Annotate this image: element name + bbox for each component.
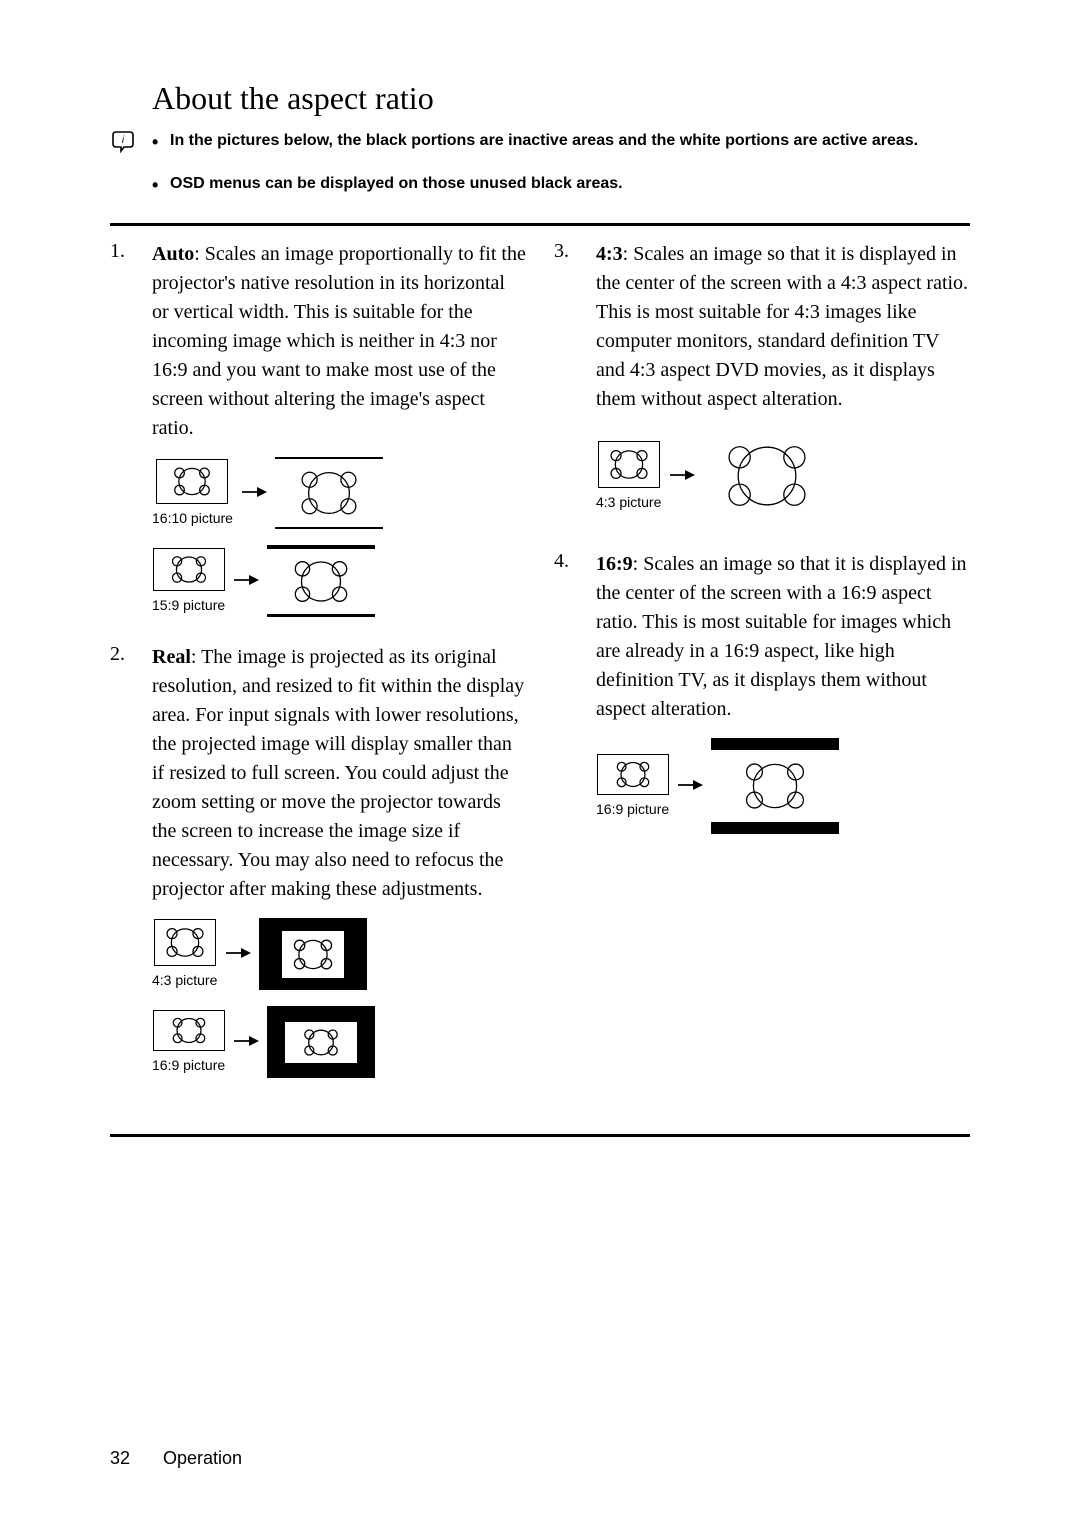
diagram-caption: 16:9 picture — [152, 1055, 225, 1075]
note-block: i In the pictures below, the black porti… — [110, 129, 970, 215]
rule — [110, 1134, 970, 1137]
entry-text: : Scales an image so that it is displaye… — [596, 553, 967, 720]
content-columns: 1. Auto: Scales an image proportionally … — [110, 240, 970, 1104]
diagram-source-wrap: 15:9 picture — [152, 548, 225, 615]
diagram-source-wrap: 16:9 picture — [152, 1010, 225, 1075]
note-item: In the pictures below, the black portion… — [148, 129, 918, 152]
diagram-source-wrap: 4:3 picture — [152, 919, 217, 990]
diagram-caption: 4:3 picture — [596, 492, 661, 512]
entry-body: Auto: Scales an image proportionally to … — [152, 240, 526, 617]
arrow-icon — [677, 772, 703, 801]
diagram-source — [154, 919, 216, 966]
entry-label: Auto — [152, 243, 194, 265]
diagram-source — [156, 459, 228, 504]
diagram-row: 16:9 picture — [596, 738, 970, 834]
arrow-icon — [669, 462, 695, 491]
entry-number: 4. — [554, 550, 578, 834]
list-entry: 4. 16:9: Scales an image so that it is d… — [554, 550, 970, 834]
page-footer: 32 Operation — [110, 1448, 242, 1469]
diagram-projection — [267, 1006, 375, 1078]
list-entry: 3. 4:3: Scales an image so that it is di… — [554, 240, 970, 524]
diagram-projection — [267, 545, 375, 617]
entry-body: Real: The image is projected as its orig… — [152, 643, 526, 1078]
arrow-icon — [241, 479, 267, 508]
diagram-source — [153, 1010, 225, 1051]
diagram-projection — [711, 738, 839, 834]
entry-text: : Scales an image proportionally to fit … — [152, 243, 526, 439]
diagram-projection — [275, 457, 383, 529]
right-column: 3. 4:3: Scales an image so that it is di… — [554, 240, 970, 1104]
arrow-icon — [225, 940, 251, 969]
entry-label: 16:9 — [596, 553, 633, 575]
diagram-projection — [259, 918, 367, 990]
diagram-group: 4:3 picture 16:9 picture — [152, 918, 526, 1078]
diagram-row: 15:9 picture — [152, 545, 526, 617]
diagram-source — [597, 754, 669, 795]
diagram-source-wrap: 16:9 picture — [596, 754, 669, 819]
diagram-row: 16:10 picture — [152, 457, 526, 529]
diagram-row: 4:3 picture — [152, 918, 526, 990]
list-entry: 1. Auto: Scales an image proportionally … — [110, 240, 526, 617]
svg-text:i: i — [122, 135, 125, 146]
rule — [110, 223, 970, 226]
entry-text: : The image is projected as its original… — [152, 646, 524, 900]
footer-section: Operation — [163, 1448, 242, 1468]
diagram-caption: 16:10 picture — [152, 508, 233, 528]
arrow-icon — [233, 1028, 259, 1057]
diagram-caption: 16:9 picture — [596, 799, 669, 819]
diagram-group: 16:9 picture — [596, 738, 970, 834]
entry-number: 2. — [110, 643, 134, 1078]
diagram-projection — [703, 428, 831, 524]
section-title: About the aspect ratio — [152, 80, 970, 117]
diagram-caption: 15:9 picture — [152, 595, 225, 615]
diagram-source — [153, 548, 225, 591]
note-item: OSD menus can be displayed on those unus… — [148, 172, 918, 195]
diagram-row: 16:9 picture — [152, 1006, 526, 1078]
page-number: 32 — [110, 1448, 158, 1469]
diagram-source — [598, 441, 660, 488]
list-entry: 2. Real: The image is projected as its o… — [110, 643, 526, 1078]
diagram-group: 16:10 picture 15:9 picture — [152, 457, 526, 617]
diagram-source-wrap: 4:3 picture — [596, 441, 661, 512]
entry-number: 3. — [554, 240, 578, 524]
diagram-row: 4:3 picture — [596, 428, 970, 524]
note-icon: i — [110, 131, 138, 158]
left-column: 1. Auto: Scales an image proportionally … — [110, 240, 526, 1104]
entry-body: 16:9: Scales an image so that it is disp… — [596, 550, 970, 834]
entry-label: Real — [152, 646, 191, 668]
diagram-source-wrap: 16:10 picture — [152, 459, 233, 528]
entry-body: 4:3: Scales an image so that it is displ… — [596, 240, 970, 524]
diagram-caption: 4:3 picture — [152, 970, 217, 990]
diagram-group: 4:3 picture — [596, 428, 970, 524]
entry-label: 4:3 — [596, 243, 623, 265]
arrow-icon — [233, 567, 259, 596]
entry-number: 1. — [110, 240, 134, 617]
entry-text: : Scales an image so that it is displaye… — [596, 243, 968, 410]
note-list: In the pictures below, the black portion… — [148, 129, 918, 215]
